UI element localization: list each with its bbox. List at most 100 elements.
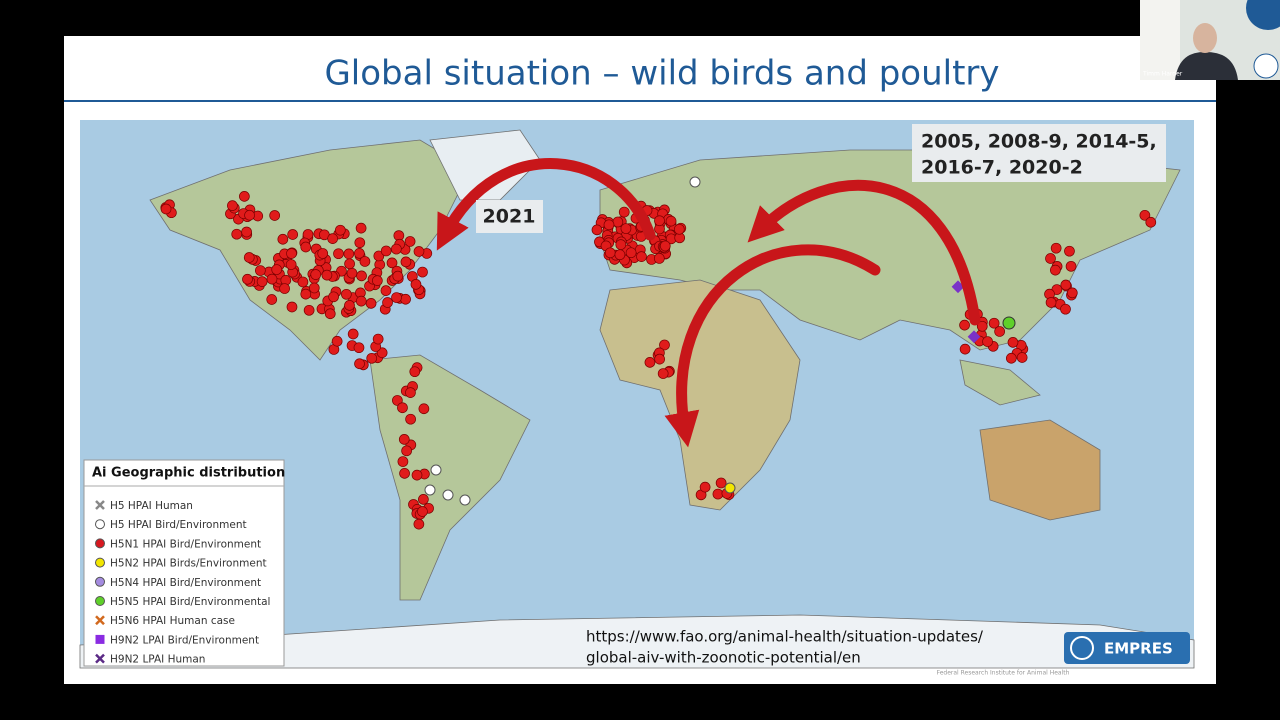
outbreak-dot — [430, 464, 442, 476]
years-line: 2016-7, 2020-2 — [921, 157, 1083, 179]
africa — [599, 279, 801, 511]
wall — [1140, 0, 1180, 80]
legend-items: H5 HPAI Human H5 HPAI Bird/Environment H5N… — [95, 500, 270, 666]
outbreak-dot — [317, 248, 329, 259]
outbreak-dot — [300, 241, 312, 253]
arrow-europe-america — [436, 158, 656, 251]
outbreak-dot — [424, 484, 436, 496]
outbreak-dot — [380, 245, 392, 257]
outbreak-dot — [400, 293, 411, 305]
legend-symbol — [95, 576, 105, 587]
outbreak-dot — [346, 267, 358, 279]
person-body — [1175, 52, 1238, 80]
outbreak-dot — [382, 297, 393, 308]
legend-symbol — [95, 519, 105, 530]
outbreak-dot — [391, 243, 402, 255]
logo-text: EMPRES — [1104, 640, 1173, 658]
outbreak-dot — [1005, 352, 1017, 364]
outbreak-dot — [413, 246, 425, 257]
outbreak-dot — [442, 489, 454, 501]
legend-label: H9N2 LPAI Human — [110, 654, 205, 666]
legend-title: Ai Geographic distribution — [92, 466, 285, 481]
map — [79, 120, 1195, 669]
outbreak-dot — [399, 468, 410, 479]
greenland — [429, 129, 541, 201]
outbreak-dot — [355, 222, 367, 234]
outbreak-dot — [1145, 216, 1157, 228]
outbreak-dot — [359, 256, 371, 267]
outbreak-dot — [988, 317, 1000, 329]
outbreak-dot — [231, 228, 243, 240]
outbreak-dot — [614, 249, 626, 261]
legend-symbol — [95, 596, 105, 606]
outbreak-dot — [372, 275, 383, 286]
outbreak-dot — [673, 223, 685, 235]
outbreak-dot — [405, 413, 416, 425]
outbreak-dot — [1139, 209, 1151, 221]
indonesia — [959, 359, 1041, 406]
outbreak-dot — [1060, 303, 1071, 315]
outbreak-dot — [418, 403, 430, 415]
source-url: global-aiv-with-zoonotic-potential/en — [586, 649, 861, 667]
outbreak-dot — [653, 253, 665, 264]
outbreak-dot — [417, 506, 428, 517]
outbreak-dot — [401, 445, 412, 457]
legend-symbol — [95, 500, 105, 510]
outbreak-dot — [266, 273, 278, 285]
outbreak-dot — [373, 250, 385, 262]
outbreak-dot — [271, 264, 283, 275]
spread-arrows — [436, 158, 981, 448]
outbreak-dot — [417, 266, 428, 278]
outbreak-dot — [620, 223, 632, 234]
outbreak-dot — [255, 265, 266, 276]
outbreak-dot — [160, 203, 172, 215]
outbreak-dot — [355, 295, 367, 307]
outbreak-dot — [380, 285, 392, 296]
outbreak-dot — [327, 233, 339, 244]
legend-symbol — [95, 634, 105, 644]
outbreak-dot — [615, 239, 627, 250]
legend-symbol — [95, 538, 105, 549]
outbreak-dot — [657, 368, 669, 379]
outbreak-dot — [1060, 279, 1072, 291]
outbreak-dot — [603, 219, 615, 231]
video-thumbnail: Timm Harder — [1140, 0, 1280, 80]
outbreak-dot — [397, 402, 408, 414]
outbreak-dot — [356, 270, 367, 282]
empres-logo — [1064, 632, 1190, 664]
outbreak-dot — [659, 339, 670, 351]
outbreak-dot — [366, 352, 378, 364]
outbreak-dot — [286, 301, 298, 313]
legend-label: H5N6 HPAI Human case — [110, 615, 235, 627]
logo-decoration — [1253, 53, 1279, 79]
antarctica — [79, 614, 1195, 669]
outbreak-dot — [959, 343, 971, 355]
outbreak-dot — [654, 215, 665, 227]
legend-box — [83, 459, 285, 667]
arrow-asia-europe — [747, 179, 981, 326]
outbreak-dot — [300, 288, 312, 300]
outbreak-dot — [343, 248, 355, 260]
outbreak-dot — [241, 226, 252, 238]
outbreak-dot — [242, 273, 253, 285]
outbreak-dot — [413, 518, 425, 530]
outbreak-dot — [227, 200, 238, 211]
recent-box — [476, 200, 543, 233]
outbreak-dot — [409, 366, 421, 378]
outbreak-dot — [279, 283, 290, 294]
logo-decoration — [1246, 0, 1280, 30]
outbreak-dot — [715, 477, 727, 489]
outbreak-dot — [243, 252, 255, 263]
outbreak-dot — [1065, 260, 1077, 272]
outbreak-dot — [604, 247, 616, 259]
outbreak-dot — [665, 215, 677, 227]
outbreak-dot — [994, 326, 1005, 337]
outbreak-dot — [654, 353, 665, 365]
legend-label: H5N4 HPAI Bird/Environment — [110, 577, 261, 589]
outbreak-dot — [266, 294, 278, 305]
outbreak-dot — [959, 319, 970, 331]
outbreak-dot — [400, 256, 412, 268]
outbreak-dot — [354, 237, 366, 249]
outbreak-dot — [347, 328, 359, 340]
